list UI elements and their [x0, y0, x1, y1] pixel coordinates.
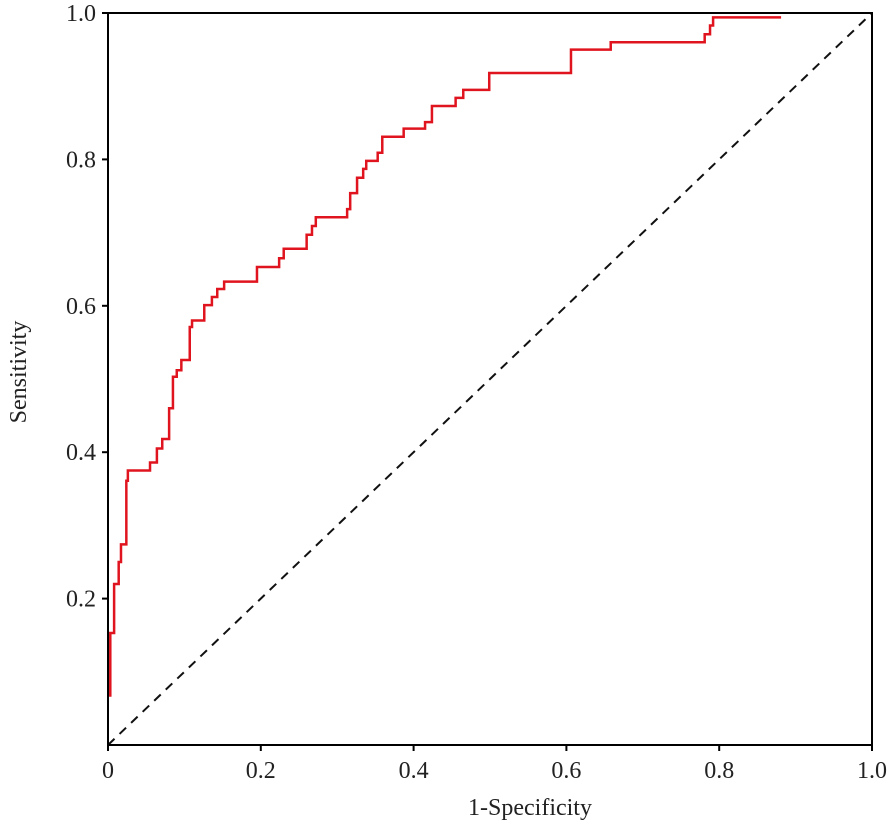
reference-line	[107, 12, 873, 746]
x-tick-label: 0.2	[246, 758, 276, 784]
x-tick-label: 0	[102, 758, 114, 784]
y-tick-label: 0.2	[66, 587, 96, 613]
x-tick-label: 0.8	[704, 758, 734, 784]
x-tick-label: 0.6	[551, 758, 581, 784]
x-tick-label: 1.0	[857, 758, 887, 784]
x-axis-label: 1-Specificity	[468, 795, 592, 821]
x-tick-label: 0.4	[399, 758, 429, 784]
y-axis-label: Sensitivity	[6, 321, 32, 424]
y-tick-label: 1.0	[66, 1, 96, 27]
roc-curve	[109, 16, 782, 697]
y-tick-label: 0.6	[66, 294, 96, 320]
plot-frame	[107, 12, 873, 746]
y-tick-label: 0.4	[66, 440, 96, 466]
y-tick-label: 0.8	[66, 147, 96, 173]
